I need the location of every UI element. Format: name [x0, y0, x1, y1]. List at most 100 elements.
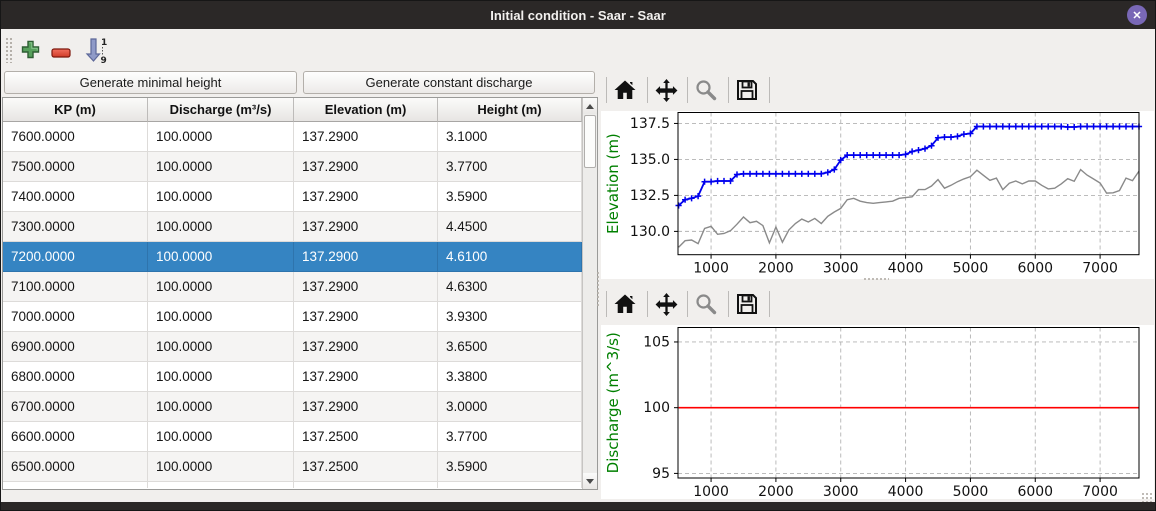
x-tick-label: 4000	[888, 261, 924, 277]
column-header-discharge[interactable]: Discharge (m³/s)	[148, 98, 294, 122]
zoom-button[interactable]	[690, 76, 722, 104]
scrollbar-thumb[interactable]	[584, 115, 596, 168]
table-cell[interactable]: 3.3800	[438, 362, 582, 392]
pan-button[interactable]	[650, 76, 682, 104]
table-cell[interactable]: 100.0000	[148, 242, 294, 272]
table-cell[interactable]: 137.2900	[294, 272, 438, 302]
plot-splitter-handle[interactable]	[863, 277, 889, 281]
generate-constant-discharge-button[interactable]: Generate constant discharge	[303, 71, 595, 94]
discharge-chart-canvas[interactable]: 1000 2000 3000 4000 5000 6000 7000 95 100 105 Disc…	[601, 325, 1154, 500]
table-cell[interactable]: 4.6100	[438, 242, 582, 272]
table-cell[interactable]: 137.2900	[294, 152, 438, 182]
table-cell[interactable]: 100.0000	[148, 182, 294, 212]
toolbar-separator	[606, 291, 607, 317]
save-button[interactable]	[731, 290, 763, 318]
save-icon	[737, 294, 757, 314]
zoom-button[interactable]	[690, 290, 722, 318]
toolbar-separator	[687, 77, 688, 103]
table-row[interactable]: 7200.0000 100.0000 137.2900 4.6100	[3, 242, 582, 272]
table-row[interactable]: 6700.0000 100.0000 137.2900 3.0000	[3, 392, 582, 422]
y-tick-label: 135.0	[630, 152, 670, 168]
table-cell[interactable]: 3.9300	[438, 302, 582, 332]
table-row[interactable]: 6900.0000 100.0000 137.2900 3.6500	[3, 332, 582, 362]
table-cell[interactable]: 100.0000	[148, 362, 294, 392]
table-cell[interactable]: 7300.0000	[3, 212, 148, 242]
table-cell[interactable]: 100.0000	[148, 392, 294, 422]
sort-rows-button[interactable]: 1 9	[85, 36, 109, 69]
scroll-up-button[interactable]	[583, 98, 597, 114]
elevation-plot[interactable]: 1000 2000 3000 4000 5000 6000 7000 130.0 132.5 13…	[601, 111, 1154, 279]
table-cell[interactable]: 6700.0000	[3, 392, 148, 422]
table-cell[interactable]: 4.4500	[438, 212, 582, 242]
table-cell[interactable]: 6900.0000	[3, 332, 148, 362]
table-cell[interactable]: 7400.0000	[3, 182, 148, 212]
window-resize-grip[interactable]	[1141, 492, 1152, 503]
table-cell[interactable]: 137.2500	[294, 422, 438, 452]
table-cell[interactable]: 100.0000	[148, 212, 294, 242]
table-cell[interactable]: 137.2900	[294, 362, 438, 392]
discharge-plot[interactable]: 1000 2000 3000 4000 5000 6000 7000 95 100 105 Disc…	[601, 325, 1154, 500]
panel-splitter-handle[interactable]	[596, 271, 600, 307]
table-row[interactable]: 6500.0000 100.0000 137.2500 3.5900	[3, 452, 582, 482]
table-cell[interactable]: 7500.0000	[3, 152, 148, 182]
table-cell[interactable]: 3.7700	[438, 422, 582, 452]
pan-button[interactable]	[650, 290, 682, 318]
minus-icon	[51, 48, 71, 58]
table-row[interactable]: 6800.0000 100.0000 137.2900 3.3800	[3, 362, 582, 392]
table-cell[interactable]: 3.1000	[438, 122, 582, 152]
table-scrollbar[interactable]	[582, 98, 597, 489]
column-header-kp[interactable]: KP (m)	[3, 98, 148, 122]
close-button[interactable]: ✕	[1127, 5, 1147, 25]
table-cell[interactable]: 7600.0000	[3, 122, 148, 152]
table-cell[interactable]: 100.0000	[148, 302, 294, 332]
table-cell[interactable]: 137.2500	[294, 452, 438, 482]
toolbar-drag-handle[interactable]	[5, 37, 13, 63]
table-cell[interactable]: 3.0000	[438, 392, 582, 422]
table-cell[interactable]: 3.5900	[438, 182, 582, 212]
y-axis-label: Discharge (m^3/s)	[604, 332, 622, 473]
table-cell[interactable]: 7200.0000	[3, 242, 148, 272]
table-cell[interactable]: 100.0000	[148, 422, 294, 452]
table-cell[interactable]: 137.2900	[294, 392, 438, 422]
generate-minimal-height-button[interactable]: Generate minimal height	[4, 71, 297, 94]
home-button[interactable]	[609, 290, 641, 318]
table-row[interactable]: 7100.0000 100.0000 137.2900 4.6300	[3, 272, 582, 302]
home-button[interactable]	[609, 76, 641, 104]
table-cell[interactable]: 4.6300	[438, 272, 582, 302]
table-cell[interactable]: 100.0000	[148, 452, 294, 482]
x-tick-label: 5000	[953, 484, 989, 499]
table-cell[interactable]: 137.2900	[294, 212, 438, 242]
table-cell[interactable]: 7100.0000	[3, 272, 148, 302]
table-row[interactable]: 7000.0000 100.0000 137.2900 3.9300	[3, 302, 582, 332]
table-cell[interactable]: 100.0000	[148, 272, 294, 302]
save-button[interactable]	[731, 76, 763, 104]
table-cell[interactable]: 137.2900	[294, 332, 438, 362]
table-cell[interactable]: 7000.0000	[3, 302, 148, 332]
table-cell[interactable]: 3.7700	[438, 152, 582, 182]
scroll-down-button[interactable]	[583, 473, 597, 489]
table-cell[interactable]: 6600.0000	[3, 422, 148, 452]
table-row[interactable]: 6600.0000 100.0000 137.2500 3.7700	[3, 422, 582, 452]
x-tick-label: 7000	[1082, 261, 1118, 277]
table-row[interactable]: 7400.0000 100.0000 137.2900 3.5900	[3, 182, 582, 212]
table-cell[interactable]: 137.2900	[294, 122, 438, 152]
table-cell[interactable]: 100.0000	[148, 332, 294, 362]
table-row[interactable]: 7500.0000 100.0000 137.2900 3.7700	[3, 152, 582, 182]
table-row[interactable]: 7600.0000 100.0000 137.2900 3.1000	[3, 122, 582, 152]
table-cell[interactable]: 137.2900	[294, 242, 438, 272]
table-cell[interactable]: 100.0000	[148, 152, 294, 182]
table-cell[interactable]: 3.6500	[438, 332, 582, 362]
column-header-height[interactable]: Height (m)	[438, 98, 582, 122]
table-cell[interactable]: 137.2900	[294, 302, 438, 332]
table-row[interactable]: 7300.0000 100.0000 137.2900 4.4500	[3, 212, 582, 242]
remove-row-button[interactable]	[51, 45, 71, 63]
bed-elevation-line	[678, 168, 1140, 248]
table-cell[interactable]: 3.5900	[438, 452, 582, 482]
table-cell[interactable]: 6800.0000	[3, 362, 148, 392]
column-header-elevation[interactable]: Elevation (m)	[294, 98, 438, 122]
table-cell[interactable]: 6500.0000	[3, 452, 148, 482]
table-cell[interactable]: 137.2900	[294, 182, 438, 212]
table-cell[interactable]: 100.0000	[148, 122, 294, 152]
elevation-chart-canvas[interactable]: 1000 2000 3000 4000 5000 6000 7000 130.0 132.5 13…	[601, 111, 1154, 279]
add-row-button[interactable]	[21, 40, 40, 64]
